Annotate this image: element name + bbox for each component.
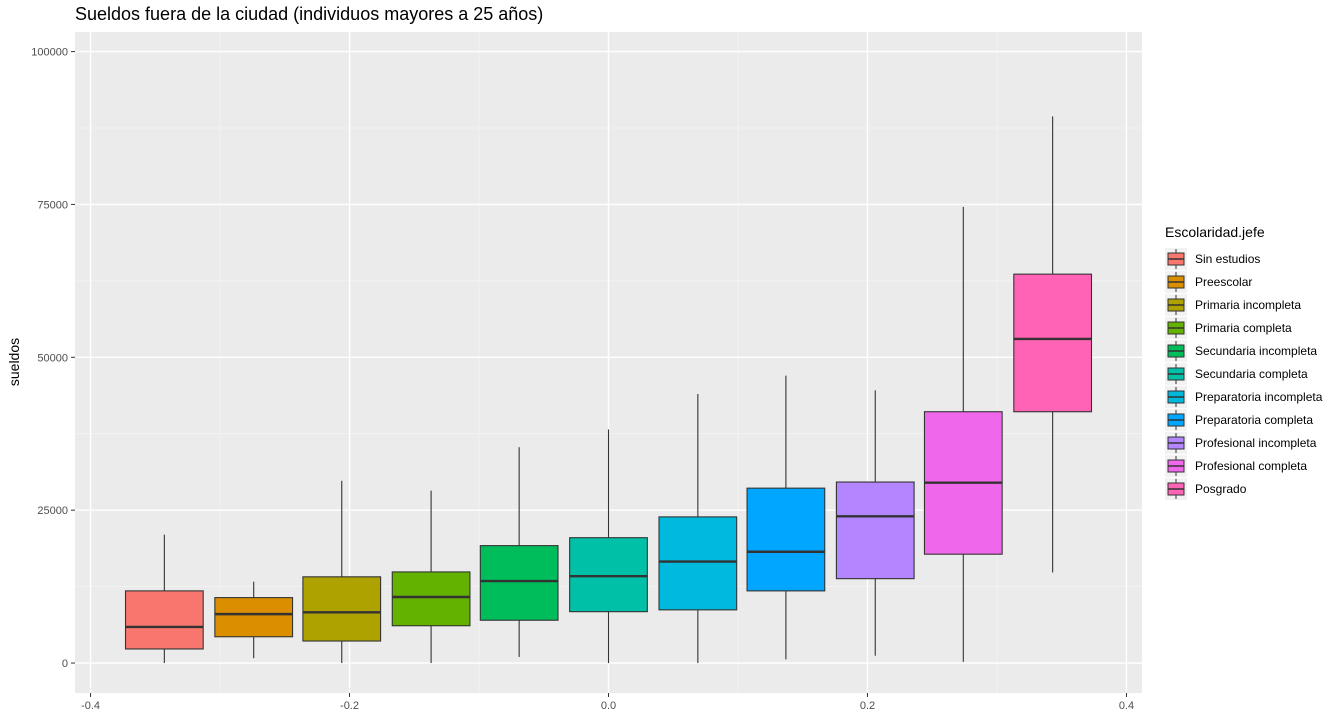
box-primaria-incompleta [302,480,382,664]
box-sin-estudios [124,534,204,664]
y-tick-label: 0 [62,658,68,670]
box-preparatoria-incompleta [658,393,738,664]
y-tick-label: 100000 [31,47,68,59]
x-tick-label: -0.4 [81,700,100,712]
box-profesional-incompleta [835,390,915,656]
legend-item: Preescolar [1165,271,1252,293]
box-secundaria-incompleta [479,447,559,657]
y-tick-label: 50000 [37,352,68,364]
legend-label: Primaria completa [1195,321,1292,335]
legend-label: Preparatoria incompleta [1195,390,1323,404]
legend-item: Preparatoria incompleta [1165,386,1323,408]
y-axis-label: sueldos [6,338,22,386]
box-iqr [658,516,738,611]
legend-item: Profesional incompleta [1165,432,1317,454]
legend-item: Profesional completa [1165,455,1307,477]
legend-item: Secundaria completa [1165,363,1308,385]
legend-item: Preparatoria completa [1165,409,1313,431]
box-iqr [124,590,204,650]
box-iqr [1013,273,1093,413]
legend-label: Primaria incompleta [1195,298,1301,312]
chart-title: Sueldos fuera de la ciudad (individuos m… [75,4,543,24]
legend-label: Secundaria incompleta [1195,344,1317,358]
legend: Sin estudios Preescolar Primaria incomplet… [1165,248,1323,500]
axes: -0.4 -0.2 0.0 0.2 0.4 0 25000 50000 75000 100000 [31,47,1134,712]
box-posgrado [1013,116,1093,573]
x-tick-label: -0.2 [340,700,359,712]
legend-label: Sin estudios [1195,252,1260,266]
legend-label: Secundaria completa [1195,367,1308,381]
legend-item: Sin estudios [1165,248,1260,270]
y-tick-label: 25000 [37,505,68,517]
box-iqr [302,576,382,642]
legend-item: Posgrado [1165,478,1247,500]
box-iqr [391,571,471,627]
box-primaria-completa [391,490,471,664]
legend-item: Primaria incompleta [1165,294,1301,316]
box-iqr [835,481,915,580]
box-iqr [746,487,826,592]
legend-title: Escolaridad.jefe [1165,224,1265,240]
x-tick-label: 0.2 [860,700,875,712]
box-iqr [569,537,648,613]
y-tick-label: 75000 [37,199,68,211]
boxes [124,116,1093,664]
legend-item: Secundaria incompleta [1165,340,1317,362]
box-secundaria-completa [569,429,648,664]
legend-label: Profesional completa [1195,459,1307,473]
box-profesional-completa [923,206,1003,662]
x-tick-label: 0.0 [601,700,616,712]
legend-label: Posgrado [1195,482,1247,496]
x-tick-label: 0.4 [1119,700,1134,712]
legend-item: Primaria completa [1165,317,1292,339]
legend-label: Profesional incompleta [1195,436,1317,450]
box-preescolar [214,581,294,659]
legend-label: Preparatoria completa [1195,413,1313,427]
box-iqr [479,545,559,621]
box-preparatoria-completa [746,375,826,660]
box-iqr [214,597,294,638]
legend-label: Preescolar [1195,275,1252,289]
